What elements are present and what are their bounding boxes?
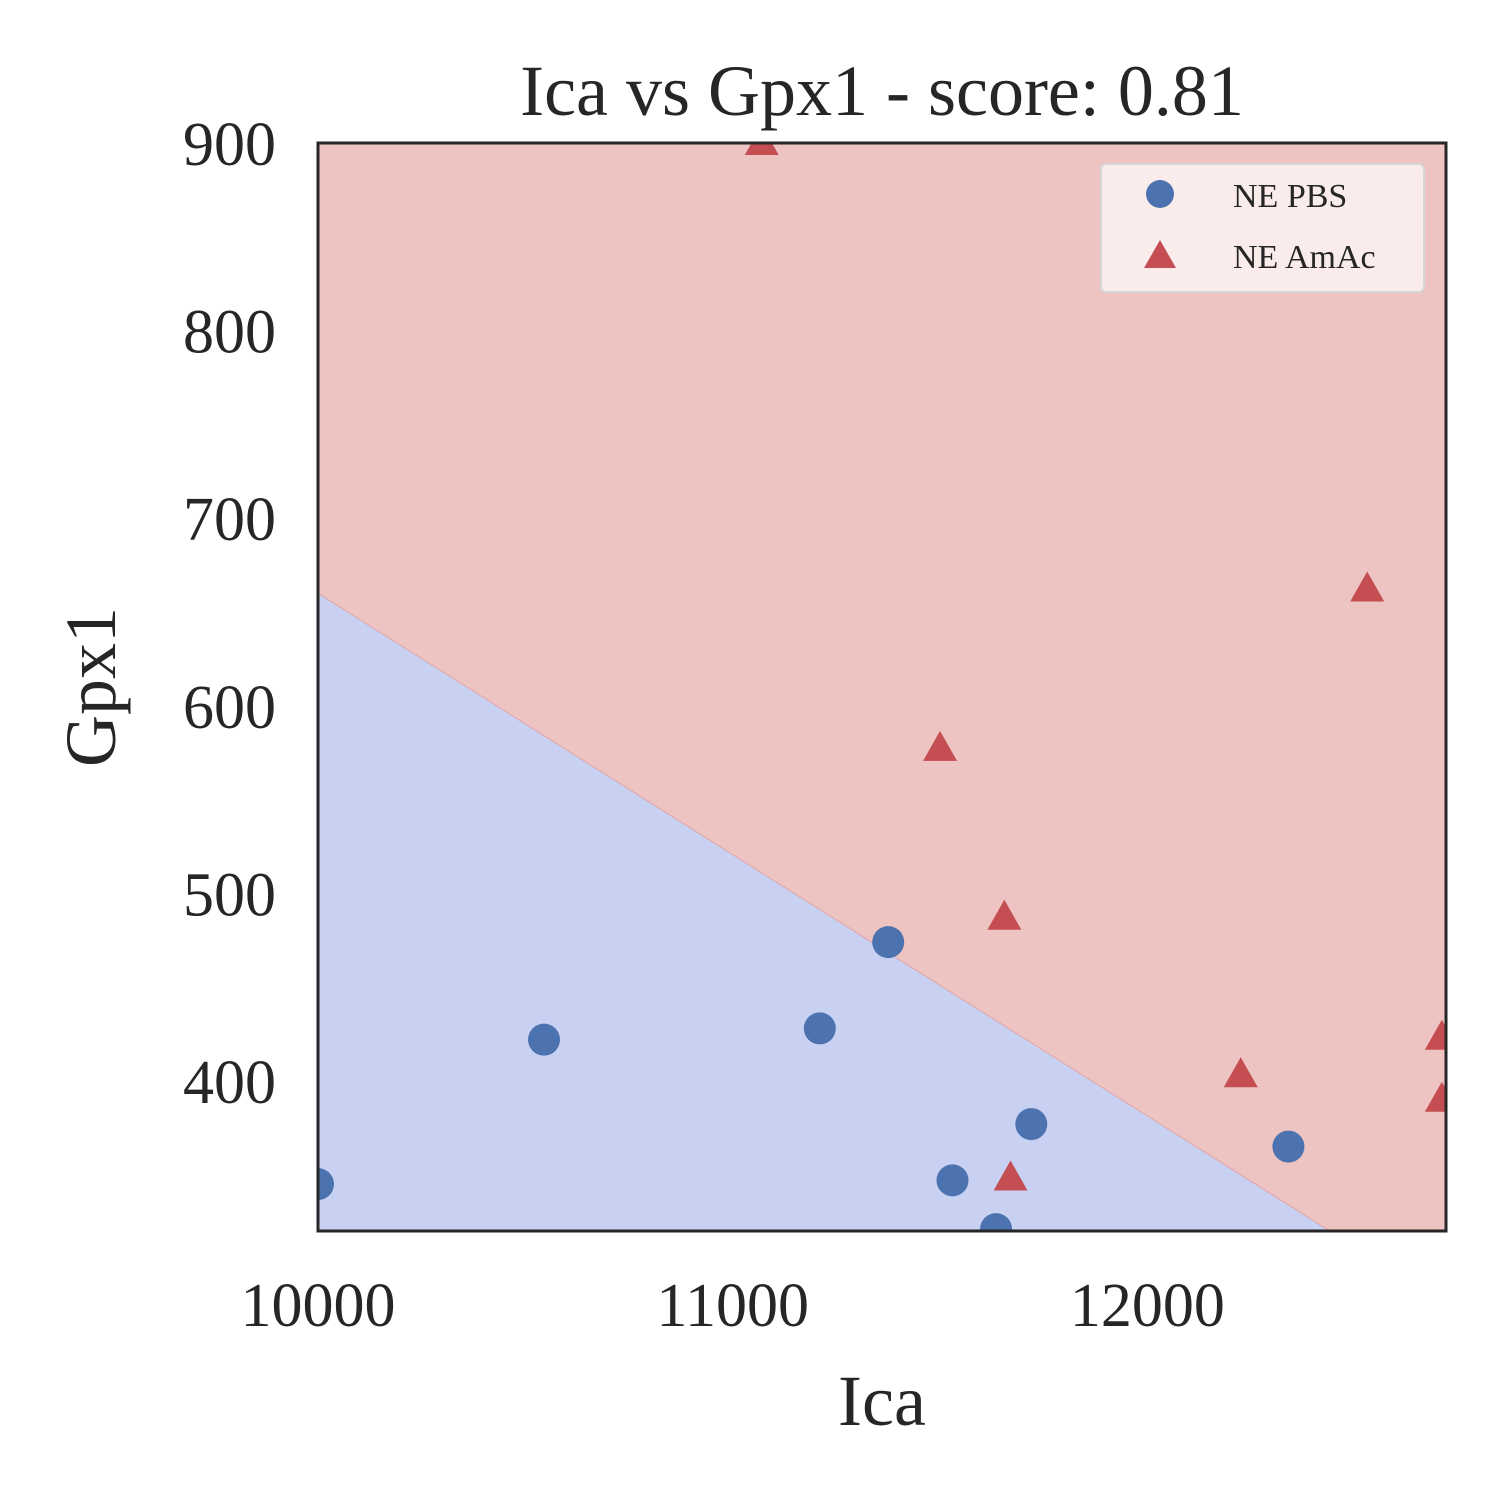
y-tick-label: 700 — [183, 486, 276, 554]
x-tick-label: 11000 — [656, 1272, 809, 1340]
data-point-ne-amac — [1223, 1057, 1258, 1088]
chart-title: Ica vs Gpx1 - score: 0.81 — [520, 51, 1244, 131]
data-markers — [318, 143, 1446, 1231]
data-point-ne-amac — [1350, 571, 1385, 602]
y-tick-label: 400 — [183, 1049, 276, 1117]
legend-box — [1100, 163, 1425, 293]
decision-boundary-line — [318, 592, 1331, 1231]
data-point-ne-pbs — [936, 1164, 969, 1197]
data-point-ne-pbs — [318, 1168, 334, 1201]
data-point-ne-pbs — [1015, 1108, 1048, 1141]
data-point-ne-pbs — [1272, 1130, 1305, 1163]
data-point-ne-amac — [993, 1160, 1028, 1191]
y-axis-ticks: 400 500 600 700 800 900 — [183, 111, 276, 1117]
x-tick-label: 10000 — [241, 1272, 396, 1340]
y-tick-label: 500 — [183, 861, 276, 929]
data-point-ne-amac — [1424, 1081, 1446, 1112]
y-tick-label: 600 — [183, 674, 276, 742]
legend-label-ne-pbs: NE PBS — [1233, 178, 1347, 215]
data-point-ne-amac — [987, 899, 1022, 930]
y-tick-label: 900 — [183, 111, 276, 179]
plot-frame — [316, 141, 1448, 1233]
data-point-ne-pbs — [980, 1213, 1013, 1231]
x-axis-ticks: 10000 11000 12000 — [241, 1272, 1225, 1340]
y-tick-label: 800 — [183, 299, 276, 367]
data-point-ne-pbs — [528, 1023, 561, 1056]
data-point-ne-pbs — [803, 1012, 836, 1045]
legend-marker-ne-amac — [1144, 240, 1176, 268]
data-point-ne-pbs — [872, 926, 905, 959]
legend: NE PBS NE AmAc — [1100, 163, 1425, 293]
data-point-ne-amac — [1424, 1019, 1446, 1050]
data-point-ne-amac — [744, 143, 779, 155]
y-axis-label: Gpx1 — [51, 607, 131, 767]
x-axis-label: Ica — [838, 1361, 926, 1441]
data-point-ne-amac — [923, 730, 958, 761]
x-tick-label: 12000 — [1070, 1272, 1225, 1340]
decision-regions — [318, 143, 1446, 1231]
legend-marker-ne-pbs — [1146, 180, 1174, 208]
legend-label-ne-amac: NE AmAc — [1233, 239, 1376, 276]
